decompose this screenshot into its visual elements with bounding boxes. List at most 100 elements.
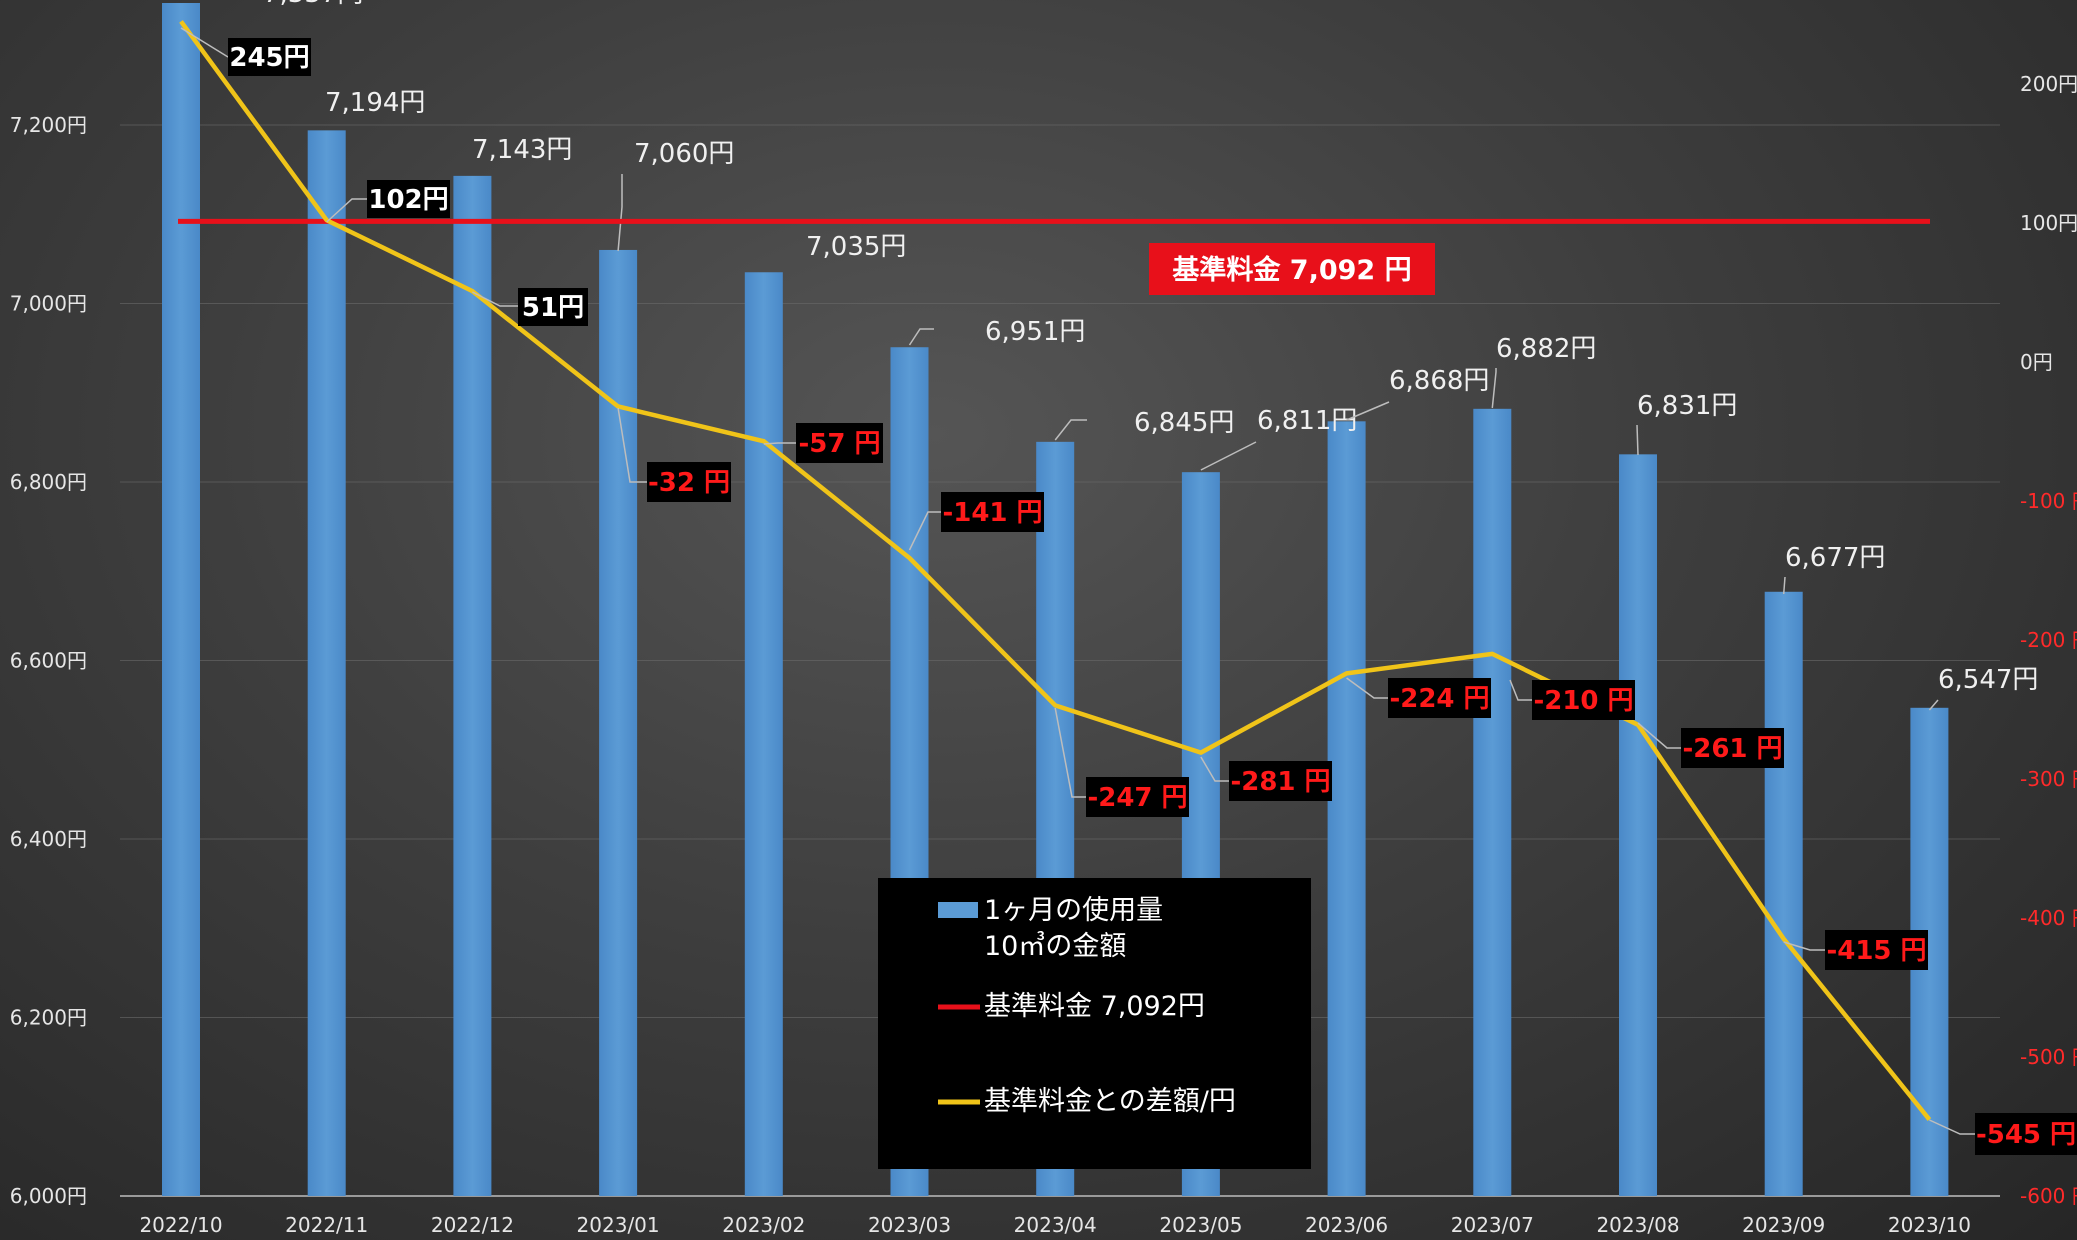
diff-data-label: 102円 — [368, 185, 448, 215]
y-left-tick-label: 6,600円 — [10, 649, 87, 673]
y-right-tick-label: -400 円 — [2020, 906, 2077, 930]
x-tick-label: 2023/01 — [577, 1213, 660, 1237]
legend-swatch-bar — [938, 902, 978, 918]
diff-data-labels: 245円 102円 51円 -32 円 -57 円 -141 円 -247 円 -281 円 -… — [180, 27, 2077, 1155]
bar-data-label: 7,194円 — [325, 88, 425, 118]
diff-data-label: -141 円 — [942, 498, 1042, 528]
y-left-tick-label: 7,000円 — [10, 292, 87, 316]
y-left-tick-label: 7,200円 — [10, 113, 87, 137]
bar — [1327, 421, 1366, 1196]
bar-label-leader — [908, 328, 934, 346]
diff-label-leader — [1054, 707, 1086, 798]
y-left-tick-label: 6,200円 — [10, 1006, 87, 1030]
y-right-tick-label: 0円 — [2020, 350, 2053, 374]
bar — [453, 175, 492, 1196]
bar-label-leader — [1928, 699, 1939, 711]
diff-data-label: -545 円 — [1976, 1120, 2076, 1150]
x-tick-label: 2022/11 — [285, 1213, 368, 1237]
y-right-tick-label: -500 円 — [2020, 1045, 2077, 1069]
legend-label-diff: 基準料金との差額/円 — [984, 1086, 1236, 1117]
diff-label-box — [1975, 1113, 2077, 1155]
diff-label-box — [796, 423, 883, 463]
diff-data-label: -261 円 — [1682, 734, 1782, 764]
bar-data-label: 6,882円 — [1496, 334, 1596, 364]
bar-label-leader — [1346, 401, 1390, 421]
bar-label-leader — [617, 174, 623, 252]
diff-line — [179, 20, 1932, 1121]
diff-data-label: 51円 — [522, 293, 584, 323]
bar-data-label: 6,951円 — [985, 317, 1085, 347]
x-tick-label: 2023/05 — [1159, 1213, 1242, 1237]
bar — [1764, 591, 1803, 1196]
bar-data-label: 6,677円 — [1785, 543, 1885, 573]
diff-label-box — [367, 180, 450, 218]
diff-line-series — [179, 20, 1932, 1121]
bar-data-label: 6,831円 — [1637, 391, 1737, 421]
y-right-tick-label: -600 円 — [2020, 1184, 2077, 1208]
y-right-tick-label: -300 円 — [2020, 767, 2077, 791]
bar-data-label: 7,337円 — [263, 0, 363, 9]
diff-label-leader — [472, 291, 518, 307]
bar-data-label: 6,845円 — [1134, 408, 1234, 438]
bar — [1619, 454, 1657, 1196]
diff-label-leader — [617, 407, 647, 483]
diff-label-leader — [1200, 756, 1229, 782]
y-right-tick-label: -200 円 — [2020, 628, 2077, 652]
bar-data-label: 6,811円 — [1257, 406, 1357, 436]
diff-label-leader — [1637, 722, 1681, 749]
diff-label-box — [1532, 680, 1635, 720]
diff-label-leader — [908, 511, 941, 551]
bar — [1473, 408, 1512, 1196]
x-tick-label: 2023/04 — [1014, 1213, 1097, 1237]
x-axis: 2022/10 2022/11 2022/12 2023/01 2023/02 2023/… — [139, 1213, 1970, 1237]
diff-label-leader — [180, 27, 229, 58]
x-tick-label: 2023/08 — [1596, 1213, 1679, 1237]
x-tick-label: 2022/10 — [139, 1213, 222, 1237]
bar — [162, 3, 200, 1196]
diff-data-label: -247 円 — [1087, 783, 1187, 813]
y-axis-left: 6,000円 6,200円 6,400円 6,600円 6,800円 7,000円 7,20… — [10, 113, 87, 1208]
diff-label-box — [647, 462, 731, 502]
diff-label-box — [1086, 777, 1189, 817]
y-right-tick-label: -100 円 — [2020, 489, 2077, 513]
y-left-tick-label: 6,800円 — [10, 470, 87, 494]
diff-data-label: -210 円 — [1533, 686, 1633, 716]
diff-data-label: 245円 — [229, 43, 309, 73]
baseline-label-box — [1149, 243, 1435, 295]
bar — [744, 272, 783, 1196]
diff-label-box — [1825, 930, 1928, 970]
diff-label-leader — [1783, 941, 1825, 951]
legend-label-bar-line2: 10㎥の金額 — [984, 931, 1126, 962]
baseline-label: 基準料金 7,092 円 — [1172, 254, 1411, 286]
y-axis-right: 200円 100円 0円 -100 円 -200 円 -300 円 -400 円 -500 円… — [2020, 72, 2077, 1208]
diff-label-leader — [1929, 1119, 1975, 1135]
x-tick-label: 2023/09 — [1742, 1213, 1825, 1237]
diff-label-box — [228, 38, 311, 76]
diff-label-box — [1681, 728, 1784, 768]
bar-label-leader — [1054, 419, 1087, 441]
diff-label-leader — [1346, 677, 1388, 699]
bar-label-leader — [1782, 576, 1786, 595]
bar — [599, 249, 638, 1196]
baseline-series: 基準料金 7,092 円 — [178, 218, 1930, 295]
bar-data-label: 7,035円 — [806, 232, 906, 262]
diff-label-box — [941, 492, 1044, 532]
bar-data-label: 6,547円 — [1938, 665, 2038, 695]
x-tick-label: 2023/02 — [722, 1213, 805, 1237]
bar-series — [162, 3, 1949, 1197]
legend-label-bar-line1: 1ヶ月の使用量 — [984, 895, 1163, 926]
diff-label-leader — [763, 442, 796, 445]
bar-data-label: 7,143円 — [472, 135, 572, 165]
diff-data-label: -57 円 — [798, 429, 880, 459]
bar-data-label: 6,868円 — [1389, 366, 1489, 396]
y-right-tick-label: 200円 — [2020, 72, 2077, 96]
diff-data-label: -224 円 — [1389, 684, 1489, 714]
diff-label-box — [1229, 761, 1332, 801]
y-right-tick-label: 100円 — [2020, 211, 2077, 235]
diff-data-label: -415 円 — [1826, 936, 1926, 966]
diff-data-label: -281 円 — [1230, 767, 1330, 797]
bar-data-labels: 7,337円 7,194円 7,143円 7,060円 7,035円 6,951円 6,84… — [263, 0, 2038, 711]
legend-label-baseline: 基準料金 7,092円 — [984, 991, 1205, 1022]
